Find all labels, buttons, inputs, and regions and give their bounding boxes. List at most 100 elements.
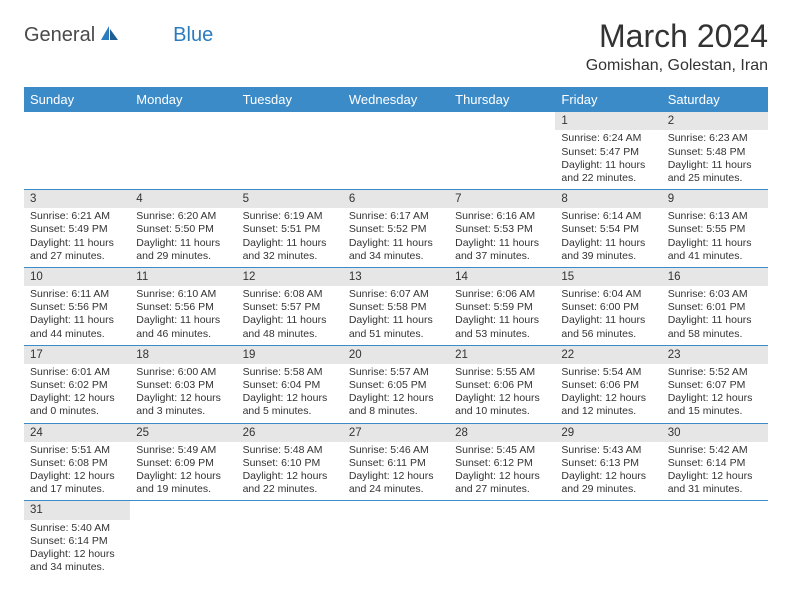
- day-number: 21: [449, 346, 555, 364]
- daylight-text: Daylight: 12 hours and 5 minutes.: [243, 392, 337, 418]
- sunrise-text: Sunrise: 6:17 AM: [349, 210, 443, 223]
- day-data: Sunrise: 6:23 AMSunset: 5:48 PMDaylight:…: [662, 130, 768, 189]
- day-data: Sunrise: 5:54 AMSunset: 6:06 PMDaylight:…: [555, 364, 661, 423]
- day-data: Sunrise: 6:08 AMSunset: 5:57 PMDaylight:…: [237, 286, 343, 345]
- day-header: Saturday: [662, 87, 768, 112]
- day-number: 15: [555, 268, 661, 286]
- day-number: 8: [555, 190, 661, 208]
- daylight-text: Daylight: 12 hours and 29 minutes.: [561, 470, 655, 496]
- calendar-cell: [555, 501, 661, 578]
- sunrise-text: Sunrise: 6:19 AM: [243, 210, 337, 223]
- sunset-text: Sunset: 6:06 PM: [561, 379, 655, 392]
- calendar-cell: 16Sunrise: 6:03 AMSunset: 6:01 PMDayligh…: [662, 267, 768, 345]
- sunset-text: Sunset: 5:48 PM: [668, 146, 762, 159]
- calendar-cell: 13Sunrise: 6:07 AMSunset: 5:58 PMDayligh…: [343, 267, 449, 345]
- day-number: 25: [130, 424, 236, 442]
- daylight-text: Daylight: 11 hours and 29 minutes.: [136, 237, 230, 263]
- calendar-cell: 12Sunrise: 6:08 AMSunset: 5:57 PMDayligh…: [237, 267, 343, 345]
- sunset-text: Sunset: 6:11 PM: [349, 457, 443, 470]
- calendar-cell: 10Sunrise: 6:11 AMSunset: 5:56 PMDayligh…: [24, 267, 130, 345]
- day-data: Sunrise: 6:20 AMSunset: 5:50 PMDaylight:…: [130, 208, 236, 267]
- calendar-cell: 8Sunrise: 6:14 AMSunset: 5:54 PMDaylight…: [555, 189, 661, 267]
- daylight-text: Daylight: 12 hours and 15 minutes.: [668, 392, 762, 418]
- day-data: Sunrise: 6:01 AMSunset: 6:02 PMDaylight:…: [24, 364, 130, 423]
- header: General Blue March 2024 Gomishan, Golest…: [24, 18, 768, 75]
- calendar-week-row: 24Sunrise: 5:51 AMSunset: 6:08 PMDayligh…: [24, 423, 768, 501]
- sunset-text: Sunset: 5:49 PM: [30, 223, 124, 236]
- calendar-cell: 6Sunrise: 6:17 AMSunset: 5:52 PMDaylight…: [343, 189, 449, 267]
- calendar-cell: 23Sunrise: 5:52 AMSunset: 6:07 PMDayligh…: [662, 345, 768, 423]
- daylight-text: Daylight: 11 hours and 34 minutes.: [349, 237, 443, 263]
- location: Gomishan, Golestan, Iran: [586, 57, 768, 75]
- calendar-cell: 28Sunrise: 5:45 AMSunset: 6:12 PMDayligh…: [449, 423, 555, 501]
- sunset-text: Sunset: 6:05 PM: [349, 379, 443, 392]
- daylight-text: Daylight: 12 hours and 3 minutes.: [136, 392, 230, 418]
- day-data: Sunrise: 6:10 AMSunset: 5:56 PMDaylight:…: [130, 286, 236, 345]
- sunrise-text: Sunrise: 6:24 AM: [561, 132, 655, 145]
- calendar-week-row: 17Sunrise: 6:01 AMSunset: 6:02 PMDayligh…: [24, 345, 768, 423]
- sunrise-text: Sunrise: 5:48 AM: [243, 444, 337, 457]
- day-data: Sunrise: 5:57 AMSunset: 6:05 PMDaylight:…: [343, 364, 449, 423]
- sunrise-text: Sunrise: 6:13 AM: [668, 210, 762, 223]
- daylight-text: Daylight: 12 hours and 19 minutes.: [136, 470, 230, 496]
- sunrise-text: Sunrise: 6:08 AM: [243, 288, 337, 301]
- daylight-text: Daylight: 11 hours and 48 minutes.: [243, 314, 337, 340]
- day-number: 1: [555, 112, 661, 130]
- calendar-week-row: 3Sunrise: 6:21 AMSunset: 5:49 PMDaylight…: [24, 189, 768, 267]
- day-data: Sunrise: 5:40 AMSunset: 6:14 PMDaylight:…: [24, 520, 130, 579]
- day-data: Sunrise: 5:55 AMSunset: 6:06 PMDaylight:…: [449, 364, 555, 423]
- sunrise-text: Sunrise: 6:00 AM: [136, 366, 230, 379]
- day-number: 2: [662, 112, 768, 130]
- sunrise-text: Sunrise: 5:49 AM: [136, 444, 230, 457]
- sunset-text: Sunset: 6:13 PM: [561, 457, 655, 470]
- calendar-week-row: 1Sunrise: 6:24 AMSunset: 5:47 PMDaylight…: [24, 112, 768, 189]
- day-header: Wednesday: [343, 87, 449, 112]
- day-header: Sunday: [24, 87, 130, 112]
- sunrise-text: Sunrise: 6:10 AM: [136, 288, 230, 301]
- daylight-text: Daylight: 12 hours and 24 minutes.: [349, 470, 443, 496]
- day-number: 19: [237, 346, 343, 364]
- day-number: 7: [449, 190, 555, 208]
- calendar-cell: 20Sunrise: 5:57 AMSunset: 6:05 PMDayligh…: [343, 345, 449, 423]
- daylight-text: Daylight: 11 hours and 51 minutes.: [349, 314, 443, 340]
- sunrise-text: Sunrise: 5:52 AM: [668, 366, 762, 379]
- sail-icon: [99, 24, 121, 47]
- day-data: Sunrise: 5:51 AMSunset: 6:08 PMDaylight:…: [24, 442, 130, 501]
- day-number: 4: [130, 190, 236, 208]
- calendar-cell: 5Sunrise: 6:19 AMSunset: 5:51 PMDaylight…: [237, 189, 343, 267]
- calendar-cell: [662, 501, 768, 578]
- day-number: 6: [343, 190, 449, 208]
- day-number: 5: [237, 190, 343, 208]
- day-data: Sunrise: 5:45 AMSunset: 6:12 PMDaylight:…: [449, 442, 555, 501]
- day-number: 18: [130, 346, 236, 364]
- daylight-text: Daylight: 12 hours and 12 minutes.: [561, 392, 655, 418]
- day-number: 14: [449, 268, 555, 286]
- daylight-text: Daylight: 11 hours and 44 minutes.: [30, 314, 124, 340]
- logo-text-general: General: [24, 24, 95, 47]
- sunset-text: Sunset: 5:50 PM: [136, 223, 230, 236]
- day-number: 22: [555, 346, 661, 364]
- day-data: Sunrise: 5:46 AMSunset: 6:11 PMDaylight:…: [343, 442, 449, 501]
- daylight-text: Daylight: 11 hours and 58 minutes.: [668, 314, 762, 340]
- day-number: 29: [555, 424, 661, 442]
- day-data: Sunrise: 6:17 AMSunset: 5:52 PMDaylight:…: [343, 208, 449, 267]
- sunset-text: Sunset: 5:56 PM: [136, 301, 230, 314]
- day-data: Sunrise: 6:03 AMSunset: 6:01 PMDaylight:…: [662, 286, 768, 345]
- day-number: 23: [662, 346, 768, 364]
- sunrise-text: Sunrise: 5:40 AM: [30, 522, 124, 535]
- day-data: Sunrise: 5:52 AMSunset: 6:07 PMDaylight:…: [662, 364, 768, 423]
- sunrise-text: Sunrise: 5:55 AM: [455, 366, 549, 379]
- logo-text-blue: Blue: [173, 24, 213, 47]
- daylight-text: Daylight: 11 hours and 56 minutes.: [561, 314, 655, 340]
- sunrise-text: Sunrise: 5:42 AM: [668, 444, 762, 457]
- calendar-cell: 27Sunrise: 5:46 AMSunset: 6:11 PMDayligh…: [343, 423, 449, 501]
- calendar-cell: 31Sunrise: 5:40 AMSunset: 6:14 PMDayligh…: [24, 501, 130, 578]
- sunset-text: Sunset: 6:12 PM: [455, 457, 549, 470]
- day-data: Sunrise: 5:49 AMSunset: 6:09 PMDaylight:…: [130, 442, 236, 501]
- daylight-text: Daylight: 12 hours and 27 minutes.: [455, 470, 549, 496]
- day-data: Sunrise: 6:07 AMSunset: 5:58 PMDaylight:…: [343, 286, 449, 345]
- calendar-cell: 15Sunrise: 6:04 AMSunset: 6:00 PMDayligh…: [555, 267, 661, 345]
- month-title: March 2024: [586, 18, 768, 55]
- calendar-cell: [130, 501, 236, 578]
- day-number: 9: [662, 190, 768, 208]
